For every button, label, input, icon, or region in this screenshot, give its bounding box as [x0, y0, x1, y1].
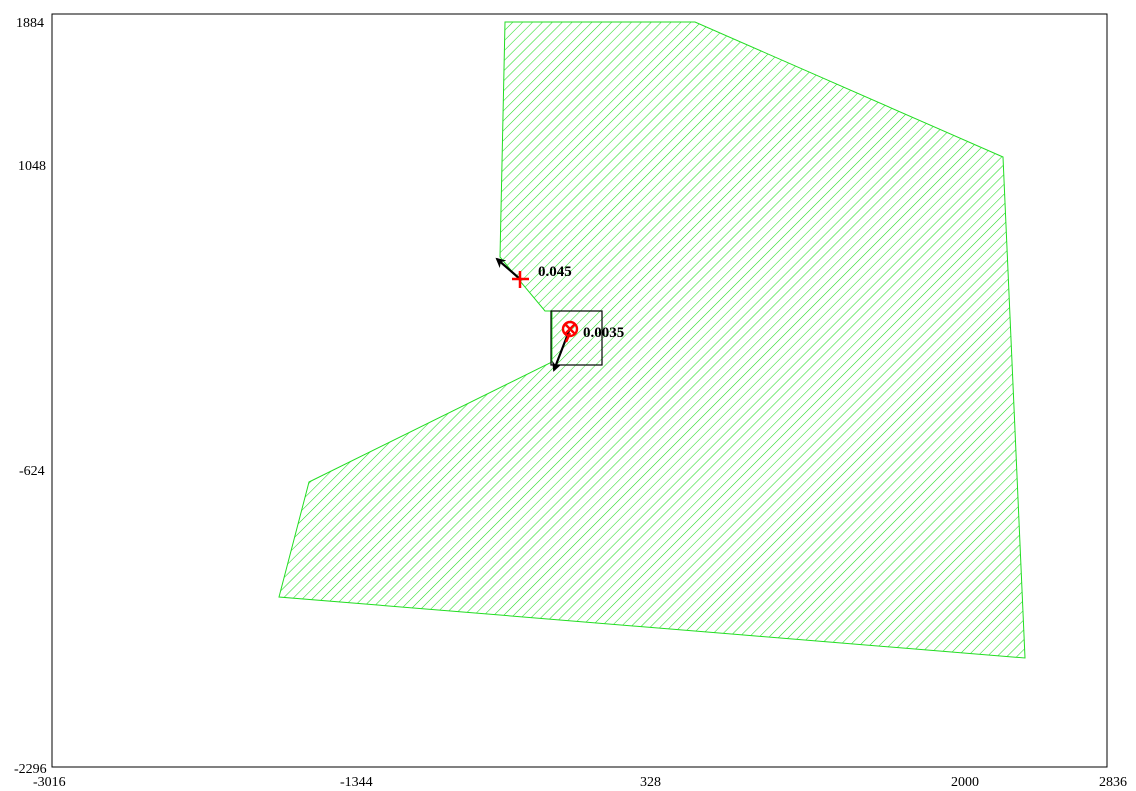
direction-arrow-2: [552, 330, 571, 372]
hatched-region: [278, 21, 1026, 659]
point-label-2: 0.0035: [583, 325, 624, 341]
plot-frame: [51, 13, 1108, 768]
direction-arrow-1: [495, 257, 521, 280]
circle-x-marker: [561, 320, 579, 343]
point-label-1: 0.045: [538, 264, 572, 280]
plus-marker: [512, 271, 529, 288]
x-tick-label: 2000: [951, 775, 979, 790]
x-tick-label: -1344: [340, 775, 373, 790]
x-tick-label: -3016: [33, 775, 66, 790]
y-tick-label: 1884: [16, 16, 44, 31]
selection-box: [550, 310, 603, 366]
x-tick-label: 328: [640, 775, 661, 790]
x-tick-label: 2836: [1099, 775, 1127, 790]
y-tick-label: -624: [19, 464, 45, 479]
y-tick-label: 1048: [18, 159, 46, 174]
y-tick-label: -2296: [14, 762, 47, 777]
